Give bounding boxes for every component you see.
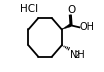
Text: HCl: HCl bbox=[20, 4, 38, 14]
Text: OH: OH bbox=[80, 22, 95, 32]
Polygon shape bbox=[66, 47, 68, 49]
Text: O: O bbox=[67, 5, 75, 15]
Text: 2: 2 bbox=[75, 51, 80, 60]
Polygon shape bbox=[65, 46, 67, 48]
Polygon shape bbox=[68, 47, 70, 51]
Polygon shape bbox=[62, 24, 71, 29]
Polygon shape bbox=[63, 46, 65, 47]
Text: NH: NH bbox=[70, 50, 85, 60]
Polygon shape bbox=[62, 45, 63, 46]
